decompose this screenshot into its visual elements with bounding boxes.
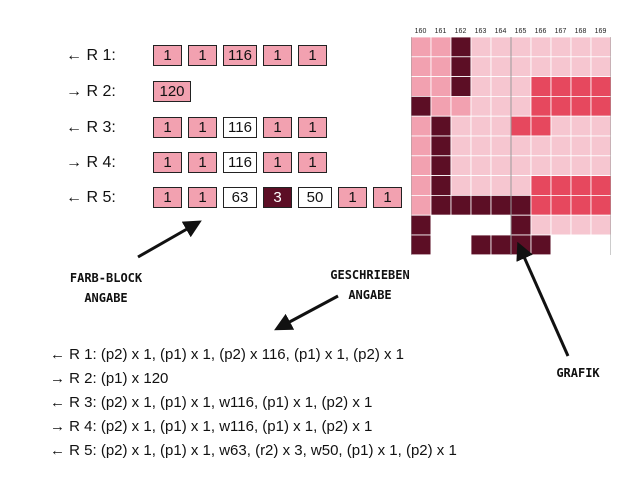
chart-annotation: GRAFIK [556,366,600,380]
color-block-cell: 1 [188,45,217,66]
color-block-cell: 116 [223,117,257,138]
column-header: 167 [554,28,567,35]
column-header: 165 [514,28,527,35]
row-label-2: → R 2: [66,83,116,100]
written-row-2: → R 2: (p1) x 120 [50,370,169,387]
column-header: 166 [534,28,547,35]
color-block-cell: 1 [153,187,182,208]
pattern-grid [411,37,611,255]
row-label-5: ← R 5: [66,189,116,206]
written-row-4: → R 4: (p2) x 1, (p1) x 1, w116, (p1) x … [50,418,373,435]
grid-cell [590,234,611,255]
column-header: 168 [574,28,587,35]
arrow-to-color-block [137,220,202,259]
color-block-cell: 1 [188,117,217,138]
written-row-1: ← R 1: (p2) x 1, (p1) x 1, (p2) x 116, (… [50,346,405,363]
color-block-row-1: 1 1 116 1 1 [153,45,333,66]
color-block-cell: 1 [298,117,327,138]
color-block-cell: 116 [223,152,257,173]
column-header: 162 [454,28,467,35]
color-block-cell: 1 [298,152,327,173]
color-block-cell: 1 [188,152,217,173]
color-block-annotation: FARB-BLOCK ANGABE [58,268,154,308]
row-label-4: → R 4: [66,154,116,171]
color-block-cell: 1 [338,187,367,208]
color-block-row-4: 1 1 116 1 1 [153,152,333,173]
written-row-3: ← R 3: (p2) x 1, (p1) x 1, w116, (p1) x … [50,394,373,411]
color-block-cell: 63 [223,187,257,208]
color-block-cell: 3 [263,187,292,208]
written-annotation-line-1: GESCHRIEBEN [330,268,410,282]
color-block-cell: 1 [373,187,402,208]
written-row-5: ← R 5: (p2) x 1, (p1) x 1, w63, (r2) x 3… [50,442,457,459]
column-header: 163 [474,28,487,35]
written-annotation-line-2: ANGABE [348,288,392,302]
color-block-annotation-line-2: ANGABE [84,291,128,305]
color-block-cell: 1 [263,45,292,66]
column-header: 169 [594,28,607,35]
written-annotation: GESCHRIEBEN ANGABE [312,265,428,305]
color-block-annotation-line-1: FARB-BLOCK [69,271,143,285]
column-header: 160 [414,28,427,35]
row-label-1: ← R 1: [66,47,116,64]
color-block-cell: 1 [153,152,182,173]
row-label-3: ← R 3: [66,119,116,136]
color-block-cell: 1 [263,152,292,173]
color-block-cell: 1 [298,45,327,66]
color-block-row-5: 1 1 63 3 50 1 1 [153,187,408,208]
color-block-row-2: 120 [153,81,197,102]
arrow-to-written [274,294,339,331]
color-block-cell: 1 [263,117,292,138]
color-block-row-3: 1 1 116 1 1 [153,117,333,138]
color-block-cell: 1 [153,45,182,66]
arrow-to-grid [516,241,570,357]
column-header: 161 [434,28,447,35]
color-block-cell: 116 [223,45,257,66]
color-block-cell: 120 [153,81,191,102]
color-block-cell: 50 [298,187,332,208]
pattern-grid-chart: 160 161 162 163 164 165 166 167 168 169 [411,25,612,255]
color-block-cell: 1 [153,117,182,138]
column-header: 164 [494,28,507,35]
color-block-cell: 1 [188,187,217,208]
